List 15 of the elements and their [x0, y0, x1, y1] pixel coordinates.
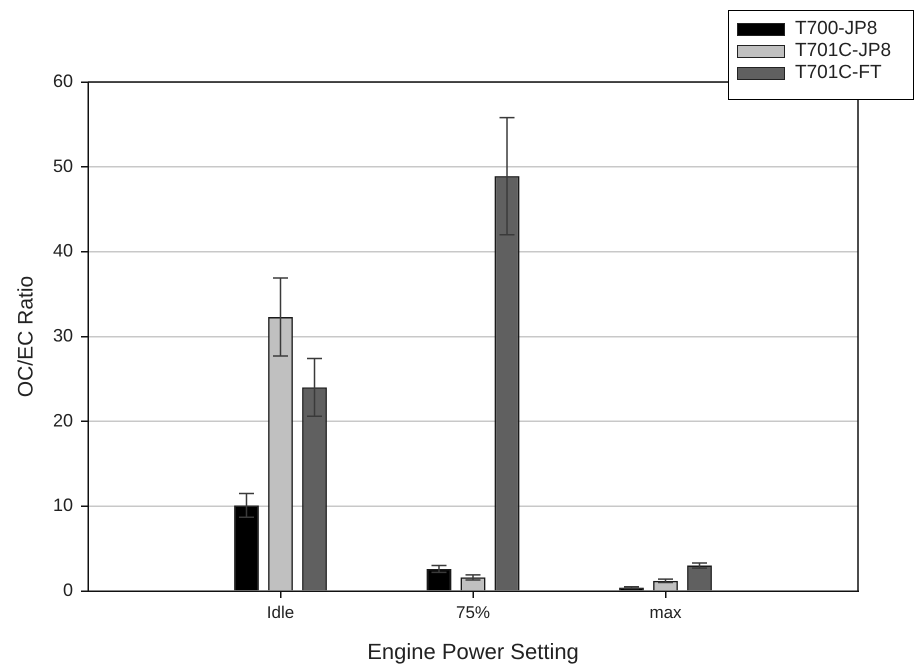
- y-tick-label: 10: [52, 495, 73, 516]
- legend-label: T701C-JP8: [795, 40, 892, 62]
- y-tick-label: 50: [52, 156, 73, 176]
- x-tick-label: 75%: [456, 602, 490, 622]
- legend-label: T700-JP8: [795, 18, 878, 40]
- x-tick-label: max: [649, 602, 682, 622]
- legend-label: T701C-FT: [795, 62, 882, 84]
- y-tick-label: 40: [52, 240, 73, 261]
- y-tick-label: 30: [52, 325, 73, 346]
- x-tick-label: Idle: [266, 602, 294, 622]
- x-axis-title: Engine Power Setting: [367, 638, 579, 664]
- y-axis-title: OC/EC Ratio: [14, 276, 38, 398]
- y-tick-label: 20: [52, 410, 73, 430]
- y-tick-label: 0: [62, 580, 73, 600]
- y-tick-label: 60: [52, 70, 73, 91]
